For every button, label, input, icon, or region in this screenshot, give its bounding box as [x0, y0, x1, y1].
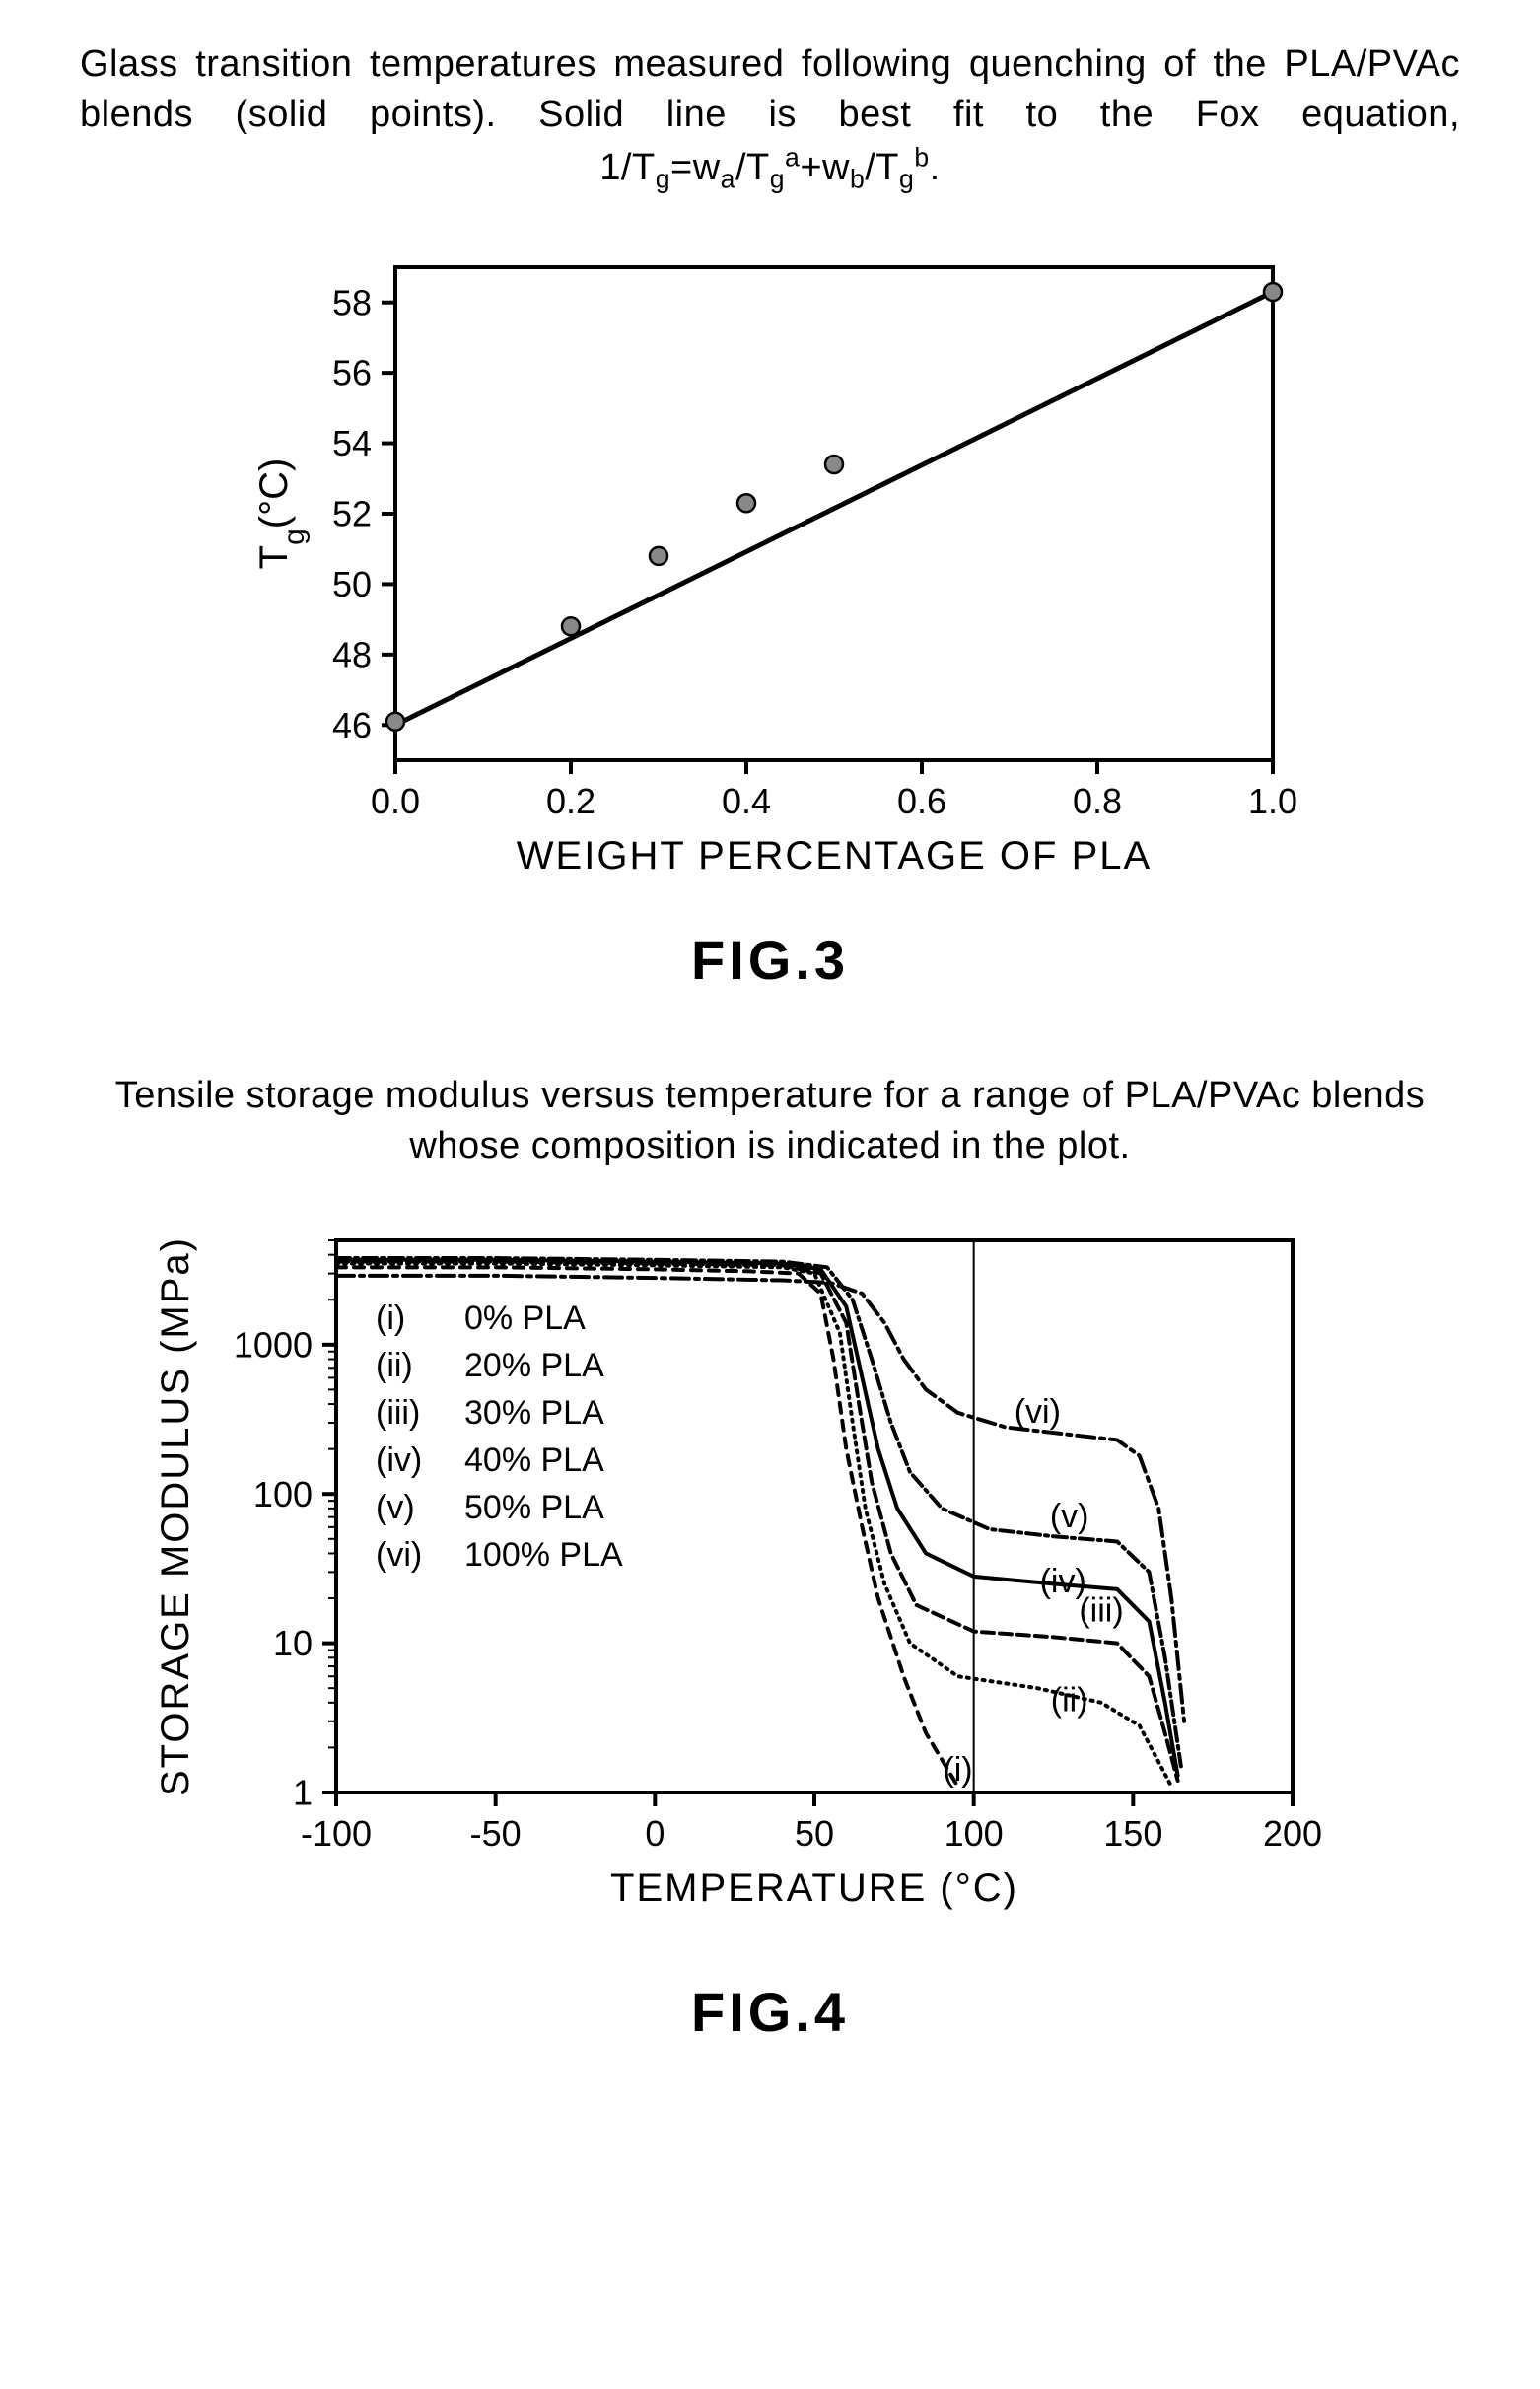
- svg-text:100: 100: [253, 1474, 313, 1514]
- svg-text:52: 52: [332, 493, 372, 533]
- svg-text:0.4: 0.4: [722, 781, 771, 821]
- svg-text:30% PLA: 30% PLA: [464, 1394, 604, 1432]
- svg-text:56: 56: [332, 352, 372, 392]
- fig3-equation: 1/Tg=wa/Tga+wb/Tgb.: [599, 147, 940, 188]
- svg-text:0.2: 0.2: [546, 781, 595, 821]
- svg-text:50: 50: [332, 564, 372, 604]
- svg-text:(v): (v): [1050, 1498, 1089, 1535]
- svg-text:0.6: 0.6: [897, 781, 946, 821]
- svg-text:(i): (i): [943, 1751, 972, 1789]
- svg-text:Tg(°C): Tg(°C): [252, 457, 311, 569]
- svg-text:WEIGHT PERCENTAGE OF PLA: WEIGHT PERCENTAGE OF PLA: [517, 834, 1152, 878]
- svg-text:(vi): (vi): [1015, 1393, 1061, 1431]
- svg-text:100: 100: [945, 1813, 1004, 1854]
- fig4-label: FIG.4: [40, 1980, 1500, 2044]
- svg-text:54: 54: [332, 423, 372, 463]
- svg-text:20% PLA: 20% PLA: [464, 1347, 604, 1384]
- svg-text:0% PLA: 0% PLA: [464, 1300, 586, 1337]
- svg-text:0.8: 0.8: [1073, 781, 1122, 821]
- svg-text:-50: -50: [470, 1813, 522, 1854]
- svg-text:(iii): (iii): [376, 1394, 420, 1432]
- svg-text:50% PLA: 50% PLA: [464, 1489, 604, 1526]
- svg-text:(iv): (iv): [1040, 1563, 1086, 1600]
- fig3-label: FIG.3: [40, 928, 1500, 992]
- svg-text:(ii): (ii): [1051, 1682, 1088, 1720]
- svg-text:(i): (i): [376, 1300, 405, 1337]
- svg-text:(iv): (iv): [376, 1441, 422, 1479]
- svg-text:46: 46: [332, 705, 372, 745]
- fig3-chart: 0.0 0.2 0.4 0.6 0.8 1.0 46 48 50 52 54 56 58 WEIGHT P…: [228, 228, 1312, 898]
- svg-text:200: 200: [1263, 1813, 1322, 1854]
- svg-text:1.0: 1.0: [1248, 781, 1297, 821]
- svg-text:TEMPERATURE (°C): TEMPERATURE (°C): [610, 1866, 1018, 1910]
- svg-text:50: 50: [795, 1813, 834, 1854]
- svg-text:1000: 1000: [234, 1325, 313, 1366]
- fig3-caption-text: Glass transition temperatures measured f…: [80, 43, 1460, 135]
- fig4-chart: -100 -50 0 50 100 150 200 1 10 100 1000 TEMPERATURE…: [129, 1201, 1411, 1950]
- svg-text:58: 58: [332, 282, 372, 322]
- svg-text:(ii): (ii): [376, 1347, 413, 1384]
- svg-text:0.0: 0.0: [371, 781, 420, 821]
- svg-text:-100: -100: [301, 1813, 372, 1854]
- svg-text:0: 0: [645, 1813, 665, 1854]
- svg-text:40% PLA: 40% PLA: [464, 1441, 604, 1479]
- fig4-caption: Tensile storage modulus versus temperatu…: [80, 1071, 1460, 1172]
- svg-text:(v): (v): [376, 1489, 415, 1526]
- svg-text:(vi): (vi): [376, 1536, 422, 1574]
- svg-text:10: 10: [273, 1624, 313, 1664]
- svg-text:48: 48: [332, 634, 372, 674]
- svg-text:100% PLA: 100% PLA: [464, 1536, 623, 1574]
- svg-text:STORAGE MODULUS (MPa): STORAGE MODULUS (MPa): [154, 1236, 197, 1796]
- svg-text:150: 150: [1103, 1813, 1162, 1854]
- fig3-caption: Glass transition temperatures measured f…: [80, 39, 1460, 198]
- svg-text:1: 1: [293, 1773, 313, 1813]
